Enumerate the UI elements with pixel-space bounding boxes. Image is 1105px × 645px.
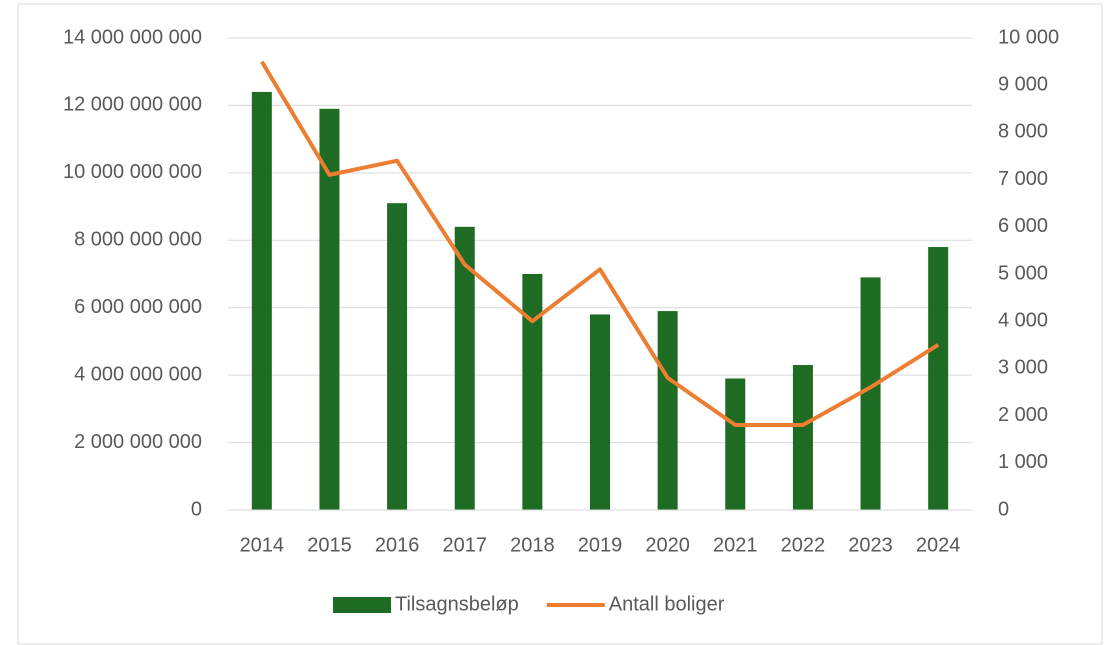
line [260, 60, 940, 428]
y2-tick-label: 3 000 [998, 357, 1048, 379]
bar [590, 314, 610, 510]
y-tick-label: 0 [191, 498, 202, 520]
bar [928, 247, 949, 510]
x-tick-label: 2016 [375, 534, 420, 556]
x-tick-label: 2015 [307, 534, 352, 556]
legend-label: Tilsagnsbeløp [395, 593, 519, 615]
bar [725, 378, 746, 510]
y2-tick-label: 7 000 [998, 168, 1048, 190]
x-tick-label: 2017 [442, 534, 487, 556]
y-tick-label: 4 000 000 000 [74, 363, 202, 385]
legend-swatch [333, 597, 391, 613]
bar [387, 203, 408, 510]
x-tick-label: 2014 [240, 534, 285, 556]
y2-tick-label: 6 000 [998, 215, 1048, 237]
x-tick-label: 2020 [645, 534, 690, 556]
bar [657, 311, 678, 510]
bar [319, 108, 340, 511]
y-tick-label: 12 000 000 000 [63, 94, 202, 116]
y-tick-label: 6 000 000 000 [74, 296, 202, 318]
y-tick-label: 2 000 000 000 [74, 431, 202, 453]
y-tick-label: 8 000 000 000 [74, 229, 202, 251]
chart-frame [17, 3, 1103, 645]
x-tick-label: 2018 [510, 534, 555, 556]
x-tick-label: 2023 [848, 534, 893, 556]
y2-tick-label: 4 000 [998, 309, 1048, 331]
bar [251, 91, 272, 510]
y2-tick-label: 9 000 [998, 73, 1048, 95]
bar [792, 365, 813, 510]
y2-tick-label: 5 000 [998, 262, 1048, 284]
y2-tick-label: 10 000 [998, 26, 1059, 48]
x-tick-label: 2019 [578, 534, 623, 556]
y-tick-label: 14 000 000 000 [63, 26, 202, 48]
y-tick-label: 10 000 000 000 [63, 161, 202, 183]
bar [454, 226, 475, 511]
x-tick-label: 2021 [713, 534, 758, 556]
y2-tick-label: 2 000 [998, 404, 1048, 426]
y2-tick-label: 1 000 [998, 451, 1048, 473]
y2-tick-label: 8 000 [998, 121, 1048, 143]
bar [522, 274, 543, 510]
legend-label: Antall boliger [609, 593, 725, 615]
x-tick-label: 2024 [916, 534, 961, 556]
y2-tick-label: 0 [998, 498, 1009, 520]
x-tick-label: 2022 [781, 534, 826, 556]
bar [860, 277, 881, 510]
